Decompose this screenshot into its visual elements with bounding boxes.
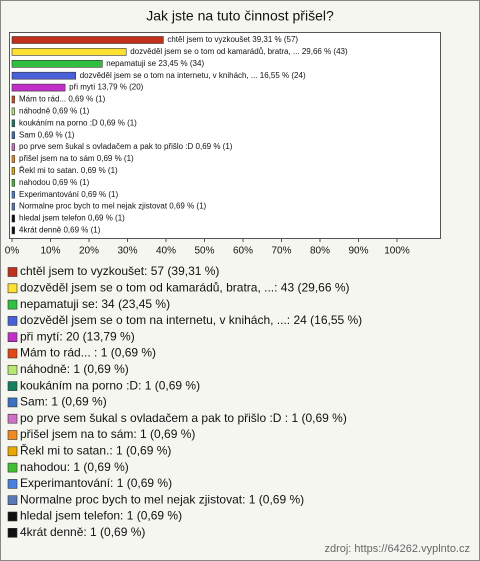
- legend-label: Mám to rád... : 1 (0,69 %): [20, 346, 156, 360]
- legend-swatch: [7, 267, 18, 277]
- legend-swatch: [7, 381, 18, 391]
- legend-swatch: [7, 511, 18, 522]
- bar: [11, 59, 103, 68]
- value-label: Normalne proc bych to mel nejak zjistova…: [19, 202, 207, 211]
- legend-swatch: [7, 332, 18, 343]
- legend-swatch: [7, 462, 18, 473]
- legend-label: náhodně: 1 (0,69 %): [20, 362, 129, 376]
- x-tick-label: 90%: [348, 246, 368, 257]
- bar: [11, 107, 15, 116]
- bar: [11, 155, 15, 163]
- source: zdroj: https://64262.vyplnto.cz: [324, 543, 470, 555]
- legend-label: koukáním na porno :D: 1 (0,69 %): [20, 378, 200, 392]
- bar: [11, 226, 15, 235]
- legend-swatch: [7, 479, 18, 489]
- x-tick-label: 100%: [384, 246, 410, 257]
- bar: [11, 214, 15, 223]
- bar: [11, 71, 77, 80]
- value-label: koukáním na porno :D 0,69 % (1): [19, 118, 137, 127]
- x-tick-label: 60%: [233, 246, 253, 257]
- legend-swatch: [7, 348, 18, 359]
- bar: [11, 179, 15, 187]
- legend-swatch: [7, 283, 18, 294]
- value-label: chtěl jsem to vyzkoušet 39,31 % (57): [167, 35, 298, 44]
- x-tick-label: 0%: [5, 246, 20, 257]
- value-label: dozvěděl jsem se o tom na internetu, v k…: [80, 71, 306, 80]
- value-label: nahodou 0,69 % (1): [19, 178, 90, 187]
- legend-swatch: [7, 364, 18, 375]
- value-label: při mytí 13,79 % (20): [69, 83, 144, 92]
- x-tick-label: 50%: [194, 246, 214, 257]
- legend-label: nahodou: 1 (0,69 %): [20, 460, 129, 474]
- legend-label: Experimantování: 1 (0,69 %): [20, 476, 172, 490]
- bar: [11, 95, 15, 104]
- x-tick-label: 10%: [40, 246, 60, 257]
- x-tick-label: 20%: [79, 246, 99, 257]
- legend-swatch: [7, 527, 18, 538]
- value-label: Experimantování 0,69 % (1): [19, 190, 118, 199]
- legend-label: dozvěděl jsem se o tom na internetu, v k…: [20, 313, 362, 327]
- legend-label: hledal jsem telefon: 1 (0,69 %): [20, 509, 182, 523]
- legend-swatch: [7, 430, 18, 440]
- value-label: po prve sem šukal s ovladačem a pak to p…: [19, 142, 233, 151]
- bar: [11, 131, 15, 139]
- bar: [11, 83, 66, 92]
- value-label: Sam 0,69 % (1): [19, 130, 75, 139]
- value-label: náhodně 0,69 % (1): [19, 107, 90, 116]
- value-label: nepamatuji se 23,45 % (34): [106, 59, 204, 68]
- legend-swatch: [7, 446, 18, 457]
- legend-label: nepamatuji se: 34 (23,45 %): [20, 297, 170, 311]
- legend-label: po prve sem šukal s ovladačem a pak to p…: [20, 411, 347, 425]
- value-label: Mám to rád... 0,69 % (1): [19, 95, 106, 104]
- x-tick-label: 30%: [117, 246, 137, 257]
- x-tick-label: 40%: [156, 246, 176, 257]
- legend-label: přišel jsem na to sám: 1 (0,69 %): [20, 427, 195, 441]
- legend-label: při mytí: 20 (13,79 %): [20, 329, 135, 343]
- x-tick-label: 80%: [310, 246, 330, 257]
- legend-label: Sam: 1 (0,69 %): [20, 395, 107, 409]
- value-label: přišel jsem na to sám 0,69 % (1): [19, 154, 134, 163]
- legend-label: chtěl jsem to vyzkoušet: 57 (39,31 %): [20, 264, 219, 278]
- legend-label: 4krát denně: 1 (0,69 %): [20, 525, 145, 539]
- bar: [11, 167, 15, 175]
- bar: [11, 190, 15, 199]
- value-label: dozvěděl jsem se o tom od kamarádů, brat…: [130, 47, 348, 56]
- bar: [11, 202, 15, 211]
- bar: [11, 36, 164, 44]
- legend-swatch: [7, 495, 18, 506]
- x-tick-label: 70%: [271, 246, 291, 257]
- legend-swatch: [7, 299, 18, 310]
- legend-swatch: [7, 397, 18, 408]
- bar: [11, 143, 15, 151]
- value-label: hledal jsem telefon 0,69 % (1): [19, 214, 125, 223]
- chart-title: Jak jste na tuto činnost přišel?: [146, 8, 334, 24]
- value-label: 4krát denně 0,69 % (1): [19, 226, 101, 235]
- bar: [11, 48, 127, 56]
- legend-swatch: [7, 316, 18, 326]
- legend-label: dozvěděl jsem se o tom od kamarádů, brat…: [20, 280, 350, 294]
- legend-label: Normalne proc bych to mel nejak zjistova…: [20, 492, 304, 506]
- legend-label: Řekl mi to satan.: 1 (0,69 %): [20, 442, 171, 457]
- bar: [11, 119, 15, 128]
- value-label: Řekl mi to satan. 0,69 % (1): [19, 166, 118, 175]
- legend-swatch: [7, 413, 18, 424]
